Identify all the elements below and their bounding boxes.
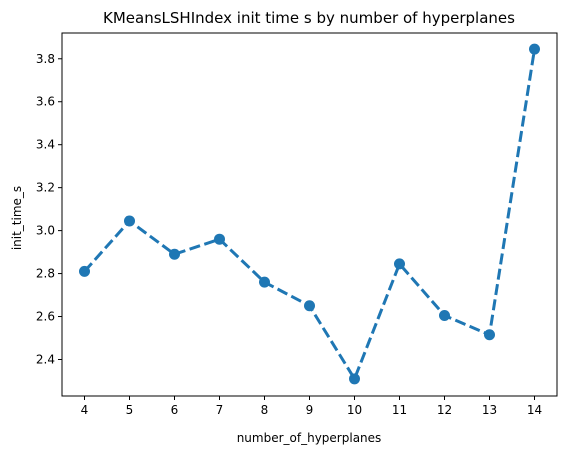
plot-frame [62, 33, 557, 396]
chart-title: KMeansLSHIndex init time s by number of … [103, 9, 515, 27]
x-tick-label: 14 [527, 403, 542, 417]
y-tick-label: 3.0 [36, 224, 55, 238]
data-point [394, 258, 405, 269]
y-tick-label: 2.4 [36, 352, 55, 366]
x-tick-label: 12 [437, 403, 452, 417]
data-point [79, 266, 90, 277]
x-tick-label: 10 [347, 403, 362, 417]
y-tick-label: 3.8 [36, 52, 55, 66]
y-tick-label: 3.4 [36, 138, 55, 152]
y-axis-label: init_time_s [10, 186, 24, 250]
series-line [85, 49, 535, 379]
data-point [124, 215, 135, 226]
data-point [439, 310, 450, 321]
x-tick-label: 5 [126, 403, 134, 417]
x-tick-label: 8 [261, 403, 269, 417]
y-tick-label: 3.2 [36, 181, 55, 195]
plot-area [79, 44, 540, 385]
y-tick-label: 3.6 [36, 95, 55, 109]
data-point [169, 249, 180, 260]
x-tick-label: 9 [306, 403, 314, 417]
data-point [349, 373, 360, 384]
data-point [304, 300, 315, 311]
data-point [529, 44, 540, 55]
y-tick-label: 2.8 [36, 267, 55, 281]
x-axis-label: number_of_hyperplanes [237, 431, 382, 445]
x-tick-label: 4 [81, 403, 89, 417]
x-tick-label: 13 [482, 403, 497, 417]
data-point [259, 277, 270, 288]
y-axis: 2.4 2.6 2.8 3.0 3.2 3.4 3.6 3.8 [36, 52, 62, 367]
y-tick-label: 2.6 [36, 310, 55, 324]
x-axis: 4 5 6 7 8 9 10 11 12 13 14 [81, 396, 542, 417]
x-tick-label: 6 [171, 403, 179, 417]
x-tick-label: 7 [216, 403, 224, 417]
x-tick-label: 11 [392, 403, 407, 417]
data-point [484, 329, 495, 340]
data-point [214, 234, 225, 245]
